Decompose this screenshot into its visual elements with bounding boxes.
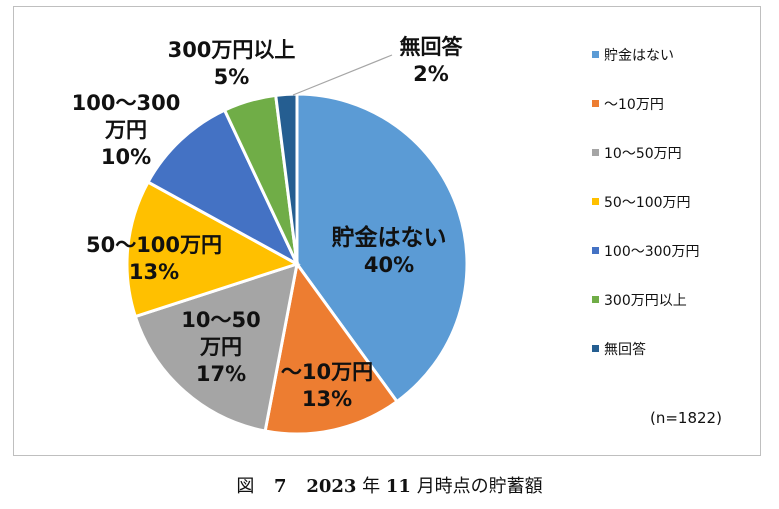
caption-rest: 月時点の貯蓄額 bbox=[416, 476, 543, 497]
slice-10-50man bbox=[133, 261, 299, 433]
legend-item: ～10万円 bbox=[592, 94, 699, 143]
slice-100-300man bbox=[145, 108, 301, 268]
slice-label-savings-none: 貯金はない 40% bbox=[331, 225, 447, 277]
legend-label: 300万円以上 bbox=[604, 293, 687, 309]
legend-swatch bbox=[592, 100, 599, 107]
legend-label: 貯金はない bbox=[604, 48, 674, 64]
slice-label-10-50man: 10～50 万円 17% bbox=[181, 308, 261, 386]
legend-item: 無回答 bbox=[592, 339, 699, 388]
legend-item: 50～100万円 bbox=[592, 192, 699, 241]
slice-savings-none bbox=[295, 92, 469, 404]
legend-item: 10～50万円 bbox=[592, 143, 699, 192]
slice-50-100man bbox=[125, 180, 301, 319]
legend-swatch bbox=[592, 198, 599, 205]
chart-legend: 貯金はない ～10万円 10～50万円 50～100万円 100～300万円 3… bbox=[592, 45, 699, 388]
caption-year: 2023 bbox=[306, 476, 357, 497]
legend-label: 100～300万円 bbox=[604, 244, 700, 260]
legend-swatch bbox=[592, 149, 599, 156]
chart-frame: 貯金はない 40% ～10万円 13% 10～50 万円 17% 50～100万… bbox=[13, 6, 761, 456]
legend-item: 100～300万円 bbox=[592, 241, 699, 290]
leader-line bbox=[292, 54, 393, 96]
legend-swatch bbox=[592, 51, 599, 58]
legend-swatch bbox=[592, 345, 599, 352]
slice-label-50-100man: 50～100万円 13% bbox=[85, 233, 223, 284]
legend-item: 300万円以上 bbox=[592, 290, 699, 339]
caption-prefix: 図 bbox=[236, 476, 255, 497]
figure-caption: 図 7 2023 年 11 月時点の貯蓄額 bbox=[0, 472, 779, 498]
caption-month: 11 bbox=[385, 476, 411, 497]
slice-under-10man bbox=[263, 260, 400, 436]
legend-label: 無回答 bbox=[604, 342, 646, 358]
slice-label-under-10man: ～10万円 13% bbox=[280, 360, 374, 411]
legend-swatch bbox=[592, 296, 599, 303]
legend-label: 50～100万円 bbox=[604, 195, 691, 211]
sample-size-note: (n=1822) bbox=[650, 409, 722, 427]
caption-nen: 年 bbox=[362, 476, 381, 497]
slice-label-no-answer: 無回答 2% bbox=[399, 35, 463, 86]
slice-label-100-300man: 100～300 万円 10% bbox=[71, 91, 181, 169]
legend-swatch bbox=[592, 247, 599, 254]
pie-chart bbox=[125, 54, 469, 436]
slice-label-over-300man: 300万円以上 5% bbox=[167, 38, 296, 89]
caption-number: 7 bbox=[274, 476, 287, 497]
legend-label: 10～50万円 bbox=[604, 146, 682, 162]
legend-label: ～10万円 bbox=[604, 97, 664, 113]
legend-item: 貯金はない bbox=[592, 45, 699, 94]
